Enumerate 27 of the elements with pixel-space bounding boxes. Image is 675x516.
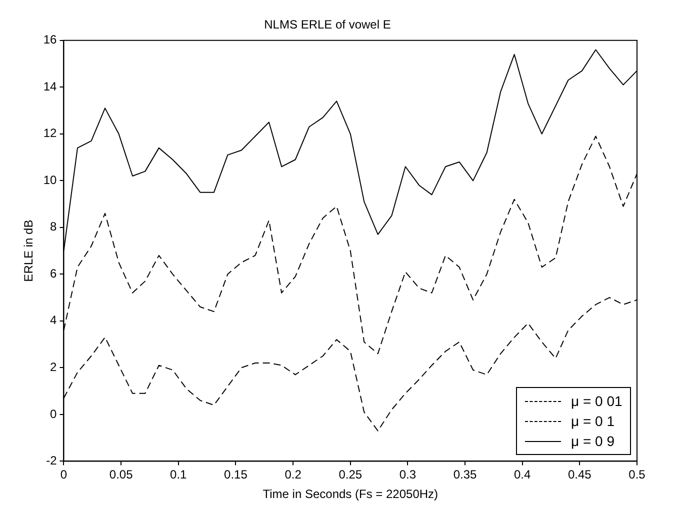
x-tick-label: 0 — [60, 468, 68, 482]
y-tick-label: 4 — [50, 313, 58, 328]
legend-label: μ = 0 1 — [571, 412, 614, 432]
chart-title: NLMS ERLE of vowel E — [264, 18, 391, 32]
legend-label: μ = 0 9 — [571, 432, 614, 452]
x-tick-label: 0.1 — [170, 468, 188, 482]
x-tick-label: 0.35 — [453, 468, 478, 482]
y-tick-label: 12 — [43, 126, 58, 140]
x-tick-label: 0.5 — [628, 468, 646, 482]
y-tick-label: 10 — [43, 172, 58, 187]
y-axis-title: ERLE in dB — [22, 220, 36, 282]
x-tick-label: 0.05 — [109, 468, 134, 482]
x-tick-label: 0.45 — [568, 468, 592, 482]
y-tick-label: 2 — [50, 360, 58, 374]
y-tick-label: -2 — [46, 454, 58, 468]
y-tick-label: 0 — [50, 406, 58, 421]
x-tick-label: 0.4 — [514, 468, 532, 482]
x-axis-title: Time in Seconds (Fs = 22050Hz) — [262, 487, 438, 502]
y-tick-label: 16 — [43, 32, 58, 47]
y-tick-label: 6 — [50, 266, 58, 280]
x-tick-label: 0.3 — [399, 468, 416, 482]
x-tick-label: 0.15 — [224, 468, 248, 482]
x-tick-label: 0.2 — [284, 468, 302, 482]
legend-label: μ = 0 01 — [571, 392, 622, 412]
y-tick-label: 8 — [50, 220, 58, 234]
x-tick-label: 0.25 — [338, 468, 362, 482]
y-tick-label: 14 — [43, 79, 58, 94]
